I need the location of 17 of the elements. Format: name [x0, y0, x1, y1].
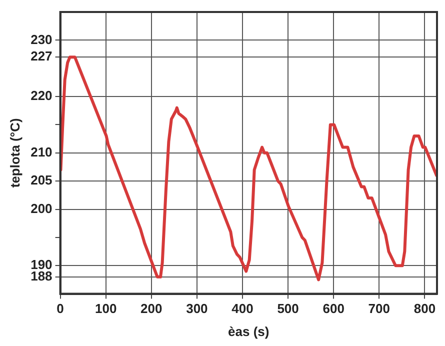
y-tick-label: 200	[30, 200, 52, 216]
x-tick-label: 0	[56, 301, 64, 316]
y-axis-title: teplota (°C)	[7, 118, 22, 188]
y-tick-label: 230	[30, 32, 52, 47]
y-tick-label: 205	[30, 172, 52, 188]
x-tick-label: 500	[277, 301, 299, 316]
x-tick-label: 400	[232, 301, 254, 316]
x-tick-label: 100	[94, 301, 117, 316]
y-tick-label: 227	[30, 48, 52, 64]
x-tick-label: 600	[322, 301, 344, 316]
x-axis-title: èas (s)	[228, 324, 270, 339]
x-tick-label: 200	[140, 301, 162, 316]
y-tick-label: 210	[30, 144, 52, 160]
y-tick-label: 220	[30, 88, 52, 104]
x-tick-label: 700	[368, 301, 390, 316]
x-tick-label: 300	[186, 301, 208, 316]
x-tick-label: 800	[414, 301, 436, 316]
